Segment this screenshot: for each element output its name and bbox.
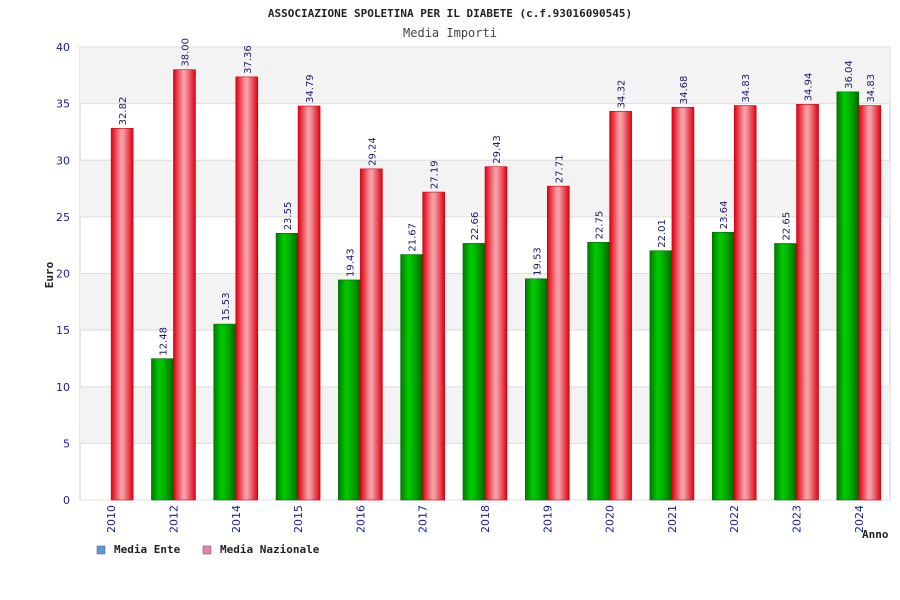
bar-value-label: 34.83 xyxy=(741,74,752,103)
bar-media-nazionale xyxy=(547,185,570,501)
y-axis-ticks: 0 5 10 15 20 25 30 35 40 xyxy=(56,41,70,507)
chart-title: ASSOCIAZIONE SPOLETINA PER IL DIABETE (c… xyxy=(268,7,632,20)
bar-media-ente xyxy=(774,243,797,501)
bar-value-label: 32.82 xyxy=(118,97,129,126)
x-tick-label: 2019 xyxy=(541,505,554,533)
bar-value-label: 29.43 xyxy=(492,135,503,164)
bar-media-nazionale xyxy=(671,106,695,501)
x-tick-label: 2017 xyxy=(417,505,430,533)
bar-media-ente xyxy=(462,243,486,501)
y-axis-label: Euro xyxy=(43,261,56,288)
bar-value-label: 19.53 xyxy=(532,247,543,276)
bar-value-label: 19.43 xyxy=(345,248,356,277)
legend-swatch-media-ente xyxy=(96,545,106,555)
bar-value-label: 34.68 xyxy=(679,76,690,105)
bar-value-label: 34.83 xyxy=(866,74,877,103)
bar-media-nazionale xyxy=(110,128,134,501)
bar-value-label: 23.64 xyxy=(719,201,730,230)
y-tick-label: 0 xyxy=(63,494,70,507)
y-tick-label: 40 xyxy=(56,41,70,54)
x-tick-label: 2016 xyxy=(354,505,367,533)
y-tick-label: 10 xyxy=(56,381,70,394)
chart-subtitle: Media Importi xyxy=(403,26,497,40)
bar-value-label: 22.65 xyxy=(782,212,793,241)
bar-value-label: 15.53 xyxy=(221,292,232,321)
legend-label-media-ente: Media Ente xyxy=(114,543,181,556)
bar-media-nazionale xyxy=(796,104,819,501)
bar-media-nazionale xyxy=(173,69,196,501)
bar-media-ente xyxy=(711,231,735,501)
bar-media-ente xyxy=(649,250,673,501)
bar-value-label: 27.71 xyxy=(554,155,565,184)
bar-media-nazionale xyxy=(422,191,445,501)
bar-value-label: 37.36 xyxy=(243,45,254,74)
bar-value-label: 21.67 xyxy=(408,223,419,252)
bar-value-label: 22.66 xyxy=(470,212,481,241)
bar-media-nazionale xyxy=(609,111,632,501)
x-tick-label: 2015 xyxy=(292,505,305,533)
x-axis-label: Anno xyxy=(862,528,889,541)
bar-labels: 32.82 12.48 38.00 15.53 37.36 23.55 34.79 19.43… xyxy=(118,38,877,356)
x-tick-label: 2020 xyxy=(604,505,617,533)
legend: Media Ente Media Nazionale xyxy=(96,543,320,556)
bar-value-label: 27.19 xyxy=(430,160,441,189)
bar-value-label: 36.04 xyxy=(844,60,855,89)
bar-value-label: 34.32 xyxy=(617,80,628,109)
bar-media-ente xyxy=(338,279,361,501)
bar-media-ente xyxy=(587,242,610,501)
x-tick-label: 2010 xyxy=(105,505,118,533)
bar-value-label: 29.24 xyxy=(367,137,378,166)
bar-media-nazionale xyxy=(484,166,508,501)
x-tick-label: 2021 xyxy=(666,505,679,533)
x-tick-label: 2022 xyxy=(728,505,741,533)
bar-media-nazionale xyxy=(858,105,882,501)
bar-media-nazionale xyxy=(360,168,383,501)
bar-media-ente xyxy=(836,91,860,501)
bar-media-ente xyxy=(213,323,237,501)
legend-label-media-nazionale: Media Nazionale xyxy=(220,543,320,556)
bar-value-label: 23.55 xyxy=(283,202,294,231)
bar-media-ente xyxy=(275,232,299,501)
bar-value-label: 38.00 xyxy=(180,38,191,67)
bar-value-label: 34.79 xyxy=(305,74,316,103)
y-tick-label: 20 xyxy=(56,268,70,281)
bar-media-nazionale xyxy=(733,105,757,501)
bar-value-label: 12.48 xyxy=(158,327,169,356)
y-tick-label: 15 xyxy=(56,324,70,337)
y-tick-label: 30 xyxy=(56,154,70,167)
bar-value-label: 22.01 xyxy=(657,219,668,248)
y-tick-label: 35 xyxy=(56,98,70,111)
y-tick-label: 5 xyxy=(63,437,70,450)
legend-swatch-media-nazionale xyxy=(202,545,212,555)
x-tick-label: 2018 xyxy=(479,505,492,533)
x-axis-ticks: 2010 2012 2014 2015 2016 2017 2018 2019 2020 2021… xyxy=(105,505,866,533)
x-tick-label: 2014 xyxy=(230,505,243,533)
x-tick-label: 2023 xyxy=(791,505,804,533)
y-tick-label: 25 xyxy=(56,211,70,224)
plot-band xyxy=(80,47,890,104)
bars xyxy=(110,69,882,501)
bar-value-label: 34.94 xyxy=(804,73,815,102)
bar-media-nazionale xyxy=(235,76,259,501)
x-tick-label: 2024 xyxy=(853,505,866,533)
bar-media-ente xyxy=(525,278,548,501)
bar-media-ente xyxy=(151,358,174,501)
bar-media-ente xyxy=(400,254,423,501)
bar-media-nazionale xyxy=(297,105,321,501)
x-tick-label: 2012 xyxy=(167,505,180,533)
bar-value-label: 22.75 xyxy=(595,211,606,240)
